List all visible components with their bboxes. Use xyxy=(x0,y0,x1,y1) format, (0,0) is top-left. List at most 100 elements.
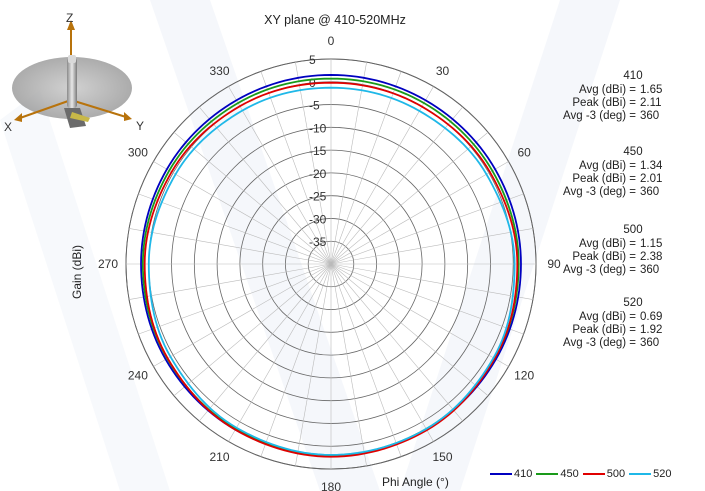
grid-spoke xyxy=(295,62,332,265)
legend-label: 410 xyxy=(514,468,533,480)
stat-label: Avg (dBi) = xyxy=(579,238,636,250)
x-axis-label: Phi Angle (°) xyxy=(382,475,449,489)
grid-spoke xyxy=(153,161,332,265)
legend-label: 520 xyxy=(653,468,672,480)
stat-value: 2.38 xyxy=(640,251,663,263)
grid-spoke xyxy=(173,263,332,397)
stat-label: Avg (dBi) = xyxy=(579,160,636,172)
y-axis-letter: Y xyxy=(136,119,144,133)
grid-spoke xyxy=(330,193,524,265)
angle-tick-label: 330 xyxy=(209,64,229,78)
stats-450: 450 Avg (dBi) = 1.34 Peak (dBi) = 2.01 Avg… xyxy=(524,146,684,199)
legend-label: 450 xyxy=(560,468,579,480)
stat-value: 1.65 xyxy=(640,84,663,96)
grid-spoke xyxy=(260,71,332,265)
grid-spoke xyxy=(330,161,509,265)
legend-swatch xyxy=(536,473,559,475)
grid-spoke xyxy=(330,86,434,265)
stat-value: 1.34 xyxy=(640,160,663,172)
chart-title: XY plane @ 410-520MHz xyxy=(264,13,406,27)
grid-spoke xyxy=(330,62,367,265)
radial-tick-label: -20 xyxy=(309,167,327,181)
stat-value: 360 xyxy=(640,264,660,276)
stat-value: 2.11 xyxy=(640,97,662,109)
z-axis-letter: Z xyxy=(66,11,73,25)
stats-520: 520 Avg (dBi) = 0.69 Peak (dBi) = 1.92 Avg… xyxy=(524,297,684,350)
stat-label: Peak (dBi) = xyxy=(572,173,636,185)
angle-tick-label: 300 xyxy=(128,146,148,160)
legend-swatch xyxy=(490,473,512,475)
stat-value: 1.92 xyxy=(640,324,663,336)
radial-tick-label: -25 xyxy=(309,190,327,204)
grid-spoke xyxy=(330,228,533,265)
stat-value: 360 xyxy=(640,337,660,349)
grid-spoke xyxy=(330,106,464,265)
stat-label: Peak (dBi) = xyxy=(572,324,636,336)
grid-spoke xyxy=(330,263,464,422)
stats-frequency: 450 xyxy=(623,146,643,158)
series-line-500 xyxy=(143,81,519,458)
grid-spoke xyxy=(330,263,402,457)
grid-spoke xyxy=(330,263,524,335)
grid-spoke xyxy=(330,263,489,397)
x-axis-letter: X xyxy=(4,120,12,134)
radial-tick-label: -5 xyxy=(309,99,320,113)
stats-frequency: 410 xyxy=(623,70,643,82)
legend-swatch xyxy=(582,473,605,475)
legend-swatch xyxy=(629,473,652,475)
angle-tick-label: 180 xyxy=(321,480,341,491)
stat-label: Avg (dBi) = xyxy=(579,84,636,96)
grid-spoke xyxy=(228,86,332,265)
angle-tick-label: 90 xyxy=(547,257,561,271)
grid-spoke xyxy=(198,263,332,422)
grid-spoke xyxy=(153,263,332,367)
angle-tick-label: 270 xyxy=(98,257,118,271)
angle-tick-label: 30 xyxy=(436,64,450,78)
grid-spoke xyxy=(138,193,332,265)
legend-item-450: 450 xyxy=(536,468,579,480)
radial-tick-label: -35 xyxy=(309,235,327,249)
legend-item-520: 520 xyxy=(629,468,671,480)
radial-tick-label: -30 xyxy=(309,212,327,226)
grid-spoke xyxy=(138,263,332,335)
grid-spoke xyxy=(330,263,367,466)
stats-frequency: 500 xyxy=(623,224,643,236)
angle-tick-label: 120 xyxy=(514,369,534,383)
grid-spoke xyxy=(129,263,332,300)
radial-tick-label: -15 xyxy=(309,144,327,158)
stat-label: Avg (dBi) = xyxy=(579,311,636,323)
radial-tick-label: 5 xyxy=(309,53,316,67)
stat-label: Peak (dBi) = xyxy=(572,97,636,109)
antenna-orientation-icon: Z X Y xyxy=(4,11,144,134)
grid-spoke xyxy=(129,228,332,265)
angle-tick-label: 240 xyxy=(128,369,148,383)
stat-value: 1.15 xyxy=(640,238,663,250)
stats-frequency: 520 xyxy=(623,297,643,309)
legend-item-500: 500 xyxy=(582,468,625,480)
stat-value: 2.01 xyxy=(640,173,663,185)
angle-tick-label: 60 xyxy=(517,146,531,160)
grid-spoke xyxy=(330,131,489,265)
legend-item-410: 410 xyxy=(490,468,532,480)
grid-spoke xyxy=(173,131,332,265)
stat-label: Avg -3 (deg) = xyxy=(563,337,636,349)
radial-tick-label: -10 xyxy=(309,121,327,135)
grid-spoke xyxy=(260,263,332,457)
angle-tick-label: 150 xyxy=(432,450,452,464)
angle-tick-label: 0 xyxy=(328,34,335,48)
stat-value: 360 xyxy=(640,186,660,198)
grid-spoke xyxy=(330,263,533,300)
chart-legend: 410 450 500 520 xyxy=(490,468,675,480)
stats-410: 410 Avg (dBi) = 1.65 Peak (dBi) = 2.11 Avg… xyxy=(524,70,684,123)
stat-value: 0.69 xyxy=(640,311,663,323)
grid-spoke xyxy=(198,106,332,265)
stat-value: 360 xyxy=(640,110,660,122)
grid-spoke xyxy=(295,263,332,466)
stats-500: 500 Avg (dBi) = 1.15 Peak (dBi) = 2.38 Avg… xyxy=(524,224,684,277)
series-line-520 xyxy=(147,86,516,456)
stat-label: Avg -3 (deg) = xyxy=(563,264,636,276)
grid-spoke xyxy=(228,263,332,442)
angle-tick-label: 210 xyxy=(209,450,229,464)
